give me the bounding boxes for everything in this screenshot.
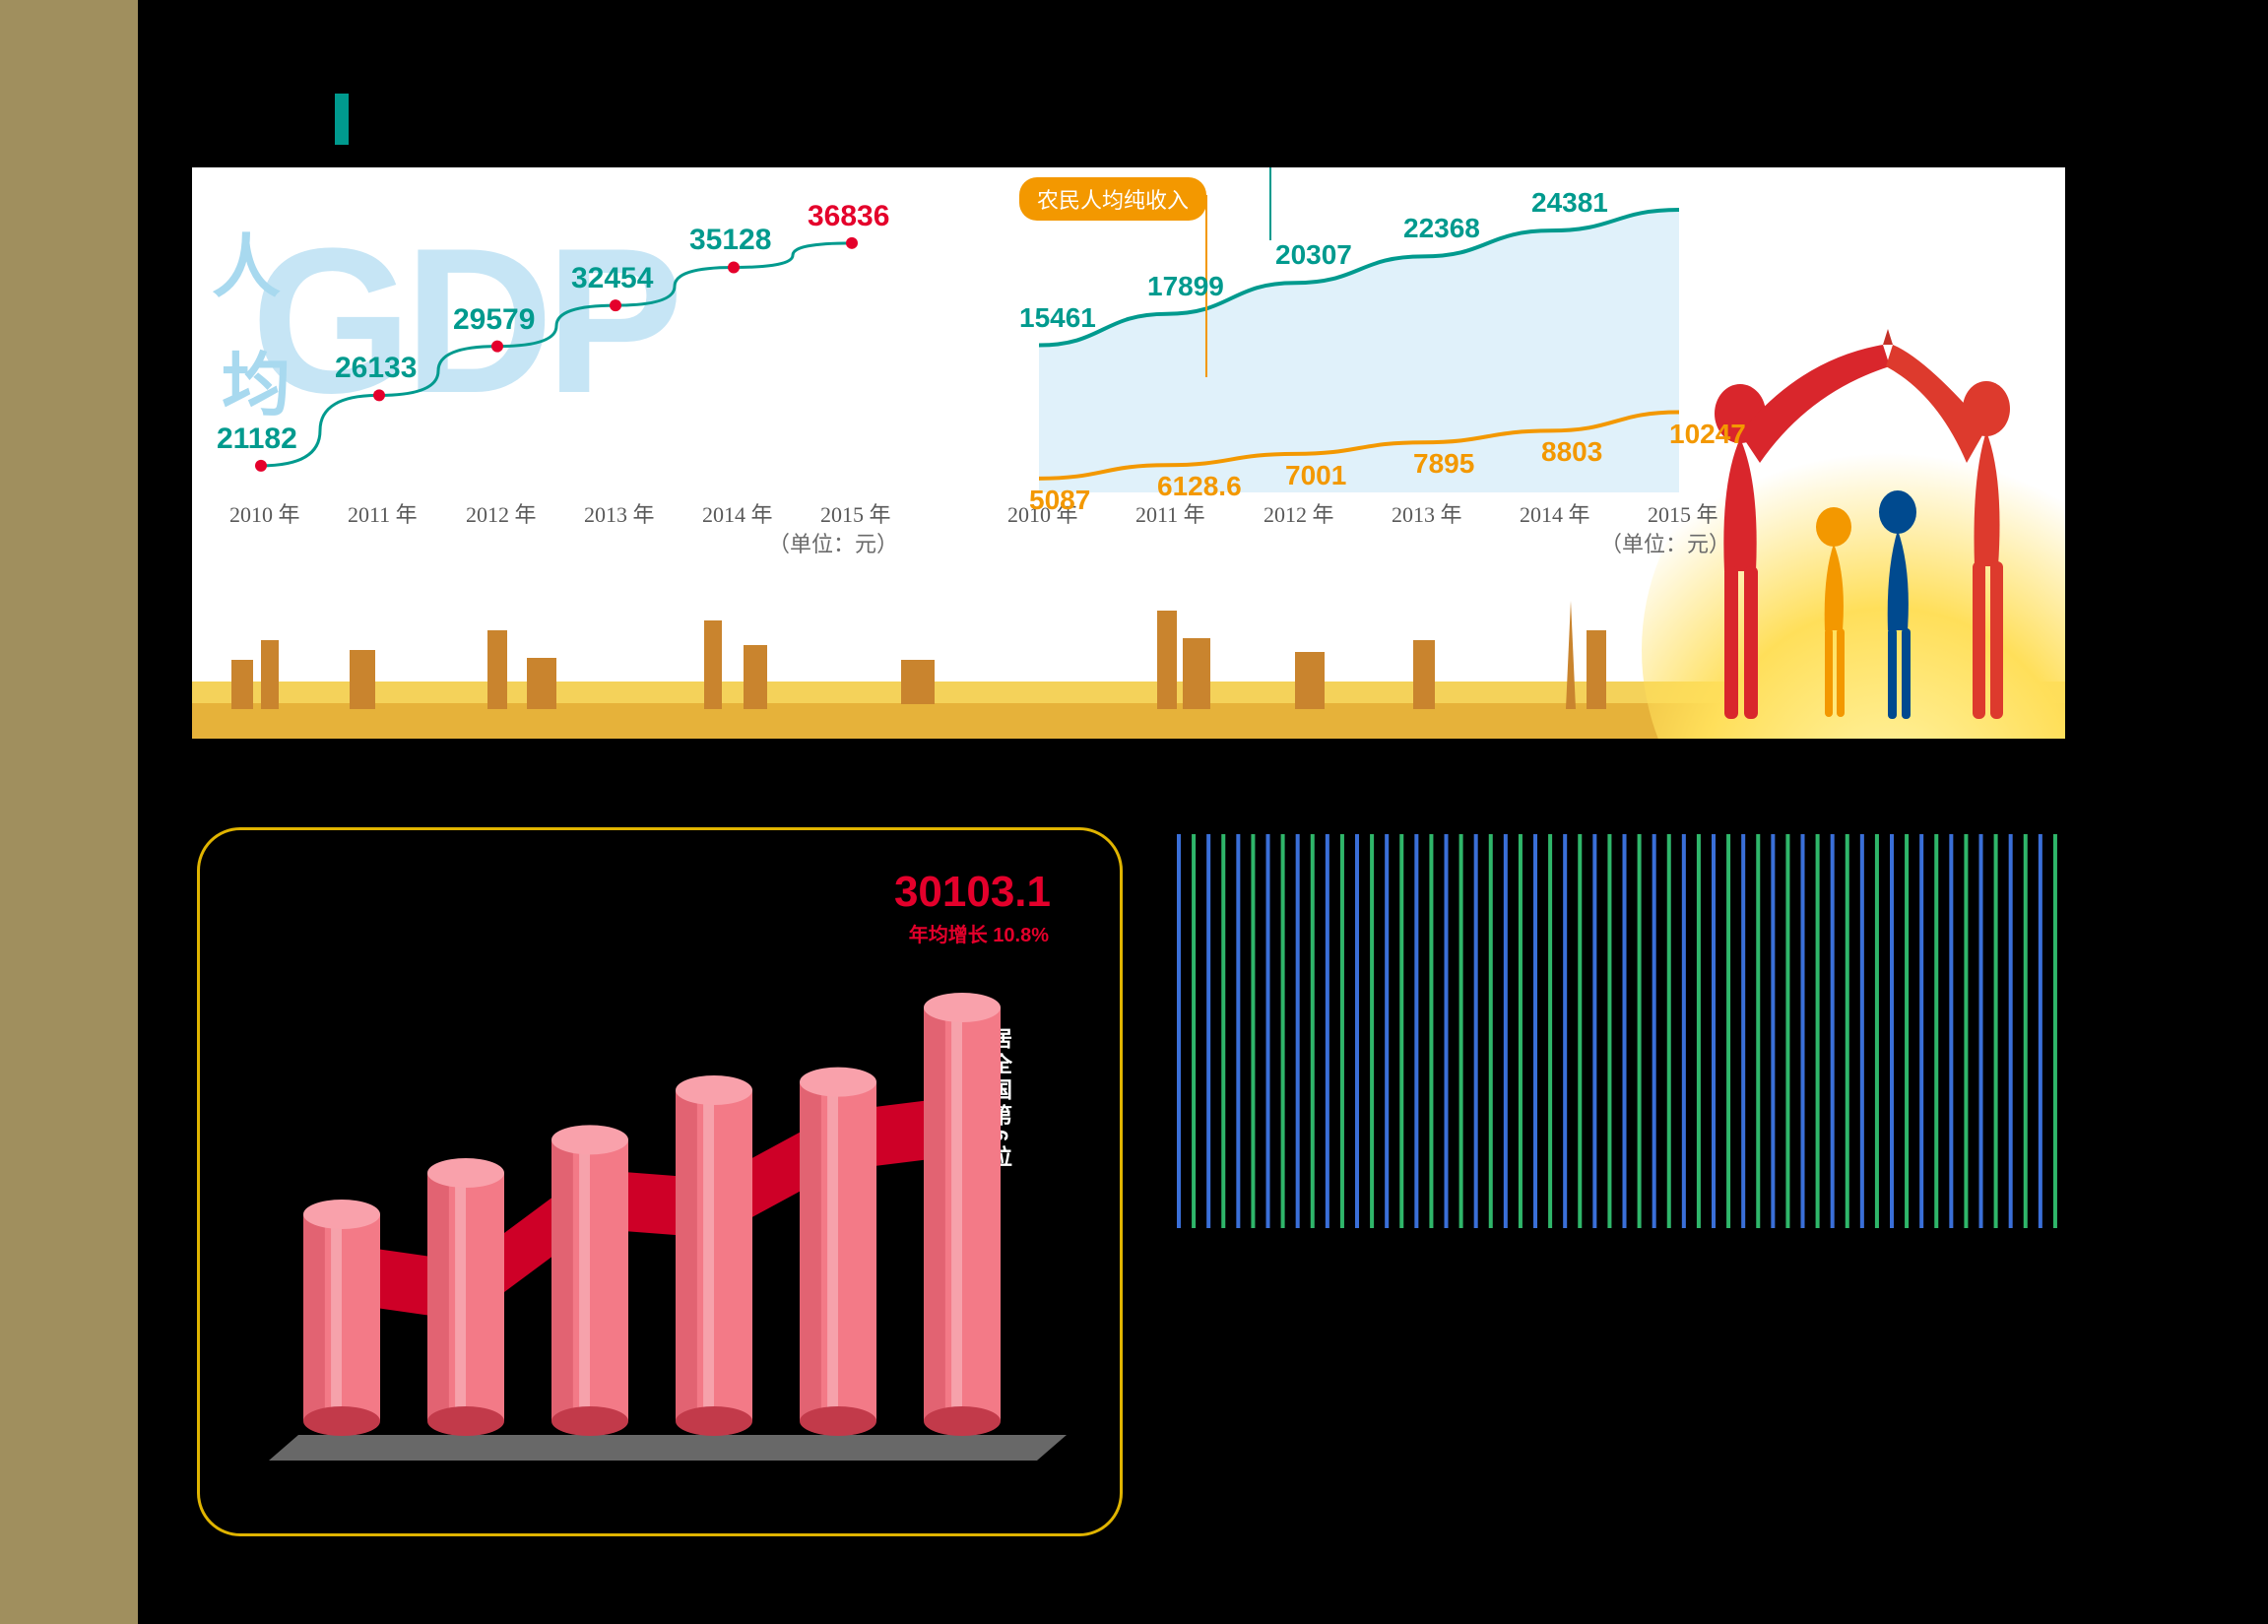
income-urban-value-label: 22368 <box>1403 213 1480 244</box>
bar3d-chart-svg <box>249 870 1076 1500</box>
income-xaxis-label: 2015 年 <box>1648 497 1718 529</box>
gdp-xaxis-label: 2015 年 <box>820 497 891 529</box>
income-line-chart: 城镇居民可支配收入 农民人均纯收入 2010 年2011 年2012 年2013… <box>990 167 1738 552</box>
gdp-xaxis-label: 2014 年 <box>702 497 773 529</box>
title-bar <box>335 94 349 145</box>
income-rural-value-label: 10247 <box>1669 419 1746 450</box>
income-urban-value-label: 24381 <box>1531 187 1608 219</box>
gdp-value-label: 36836 <box>808 200 889 233</box>
gdp-value-label: 35128 <box>689 224 771 257</box>
income-unit-label: （单位：元） <box>1600 527 1730 558</box>
gdp-value-label: 21182 <box>217 422 297 456</box>
income-xaxis-label: 2013 年 <box>1392 497 1462 529</box>
income-xaxis-label: 2012 年 <box>1264 497 1334 529</box>
income-urban-value-label: 20307 <box>1275 239 1352 271</box>
gdp-value-label: 26133 <box>335 352 417 385</box>
income-rural-value-label: 7001 <box>1285 460 1346 491</box>
gdp-xaxis-label: 2012 年 <box>466 497 537 529</box>
income-rural-value-label: 8803 <box>1541 436 1602 468</box>
stripe-block <box>1177 834 2068 1228</box>
top-panel: 人 均 GDP 2010 年2011 年2012 年2013 年2014 年20… <box>192 167 2065 739</box>
left-sidebar <box>0 0 138 1624</box>
bar3d-panel: 30103.1 年均增长 10.8% 居全国第6位 <box>197 827 1123 1536</box>
gdp-xaxis-label: 2011 年 <box>348 497 418 529</box>
gdp-value-label: 32454 <box>571 262 653 295</box>
income-rural-value-label: 5087 <box>1029 485 1090 516</box>
income-rural-value-label: 6128.6 <box>1157 471 1242 502</box>
income-xaxis-label: 2014 年 <box>1520 497 1590 529</box>
gdp-xaxis-label: 2010 年 <box>229 497 300 529</box>
gdp-line-chart: 2010 年 2011 年 2012 年 2013 年 2014 年 2015 年 211… <box>202 167 940 561</box>
gdp-xaxis-label: 2013 年 <box>584 497 655 529</box>
income-urban-value-label: 17899 <box>1147 271 1224 302</box>
income-rural-value-label: 7895 <box>1413 448 1474 480</box>
gdp-value-label: 29579 <box>453 303 535 337</box>
gdp-unit-label: （单位：元） <box>768 527 898 558</box>
legend-rural-pill: 农民人均纯收入 <box>1019 177 1206 221</box>
income-urban-value-label: 15461 <box>1019 302 1096 334</box>
